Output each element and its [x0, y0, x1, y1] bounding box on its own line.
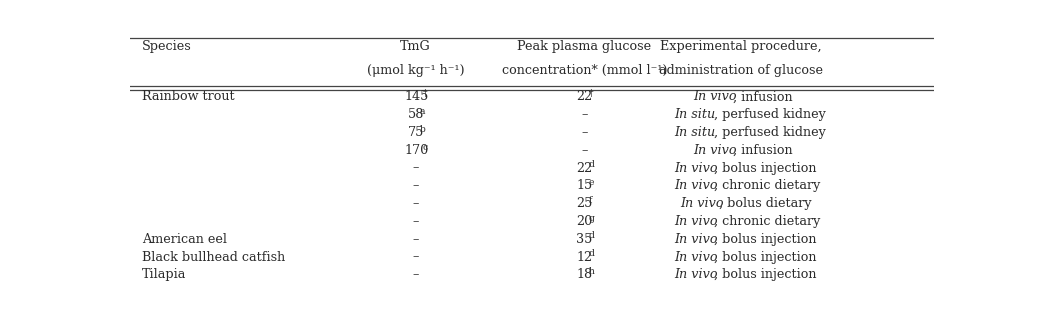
Text: , bolus injection: , bolus injection: [714, 233, 816, 246]
Text: In vivo: In vivo: [675, 162, 717, 175]
Text: d: d: [589, 160, 594, 169]
Text: , perfused kidney: , perfused kidney: [714, 108, 825, 121]
Text: –: –: [412, 197, 418, 210]
Text: b: b: [419, 125, 426, 134]
Text: –: –: [412, 215, 418, 228]
Text: g: g: [589, 214, 594, 223]
Text: In vivo: In vivo: [693, 144, 737, 157]
Text: f: f: [589, 196, 592, 205]
Text: 12: 12: [576, 250, 593, 264]
Text: d: d: [589, 232, 594, 241]
Text: In vivo: In vivo: [675, 268, 717, 281]
Text: In vivo: In vivo: [675, 233, 717, 246]
Text: †: †: [589, 89, 593, 98]
Text: c: c: [422, 143, 428, 152]
Text: e: e: [589, 178, 594, 187]
Text: , bolus injection: , bolus injection: [714, 250, 816, 264]
Text: , bolus injection: , bolus injection: [714, 268, 816, 281]
Text: , perfused kidney: , perfused kidney: [714, 126, 825, 139]
Text: 20: 20: [576, 215, 593, 228]
Text: 22: 22: [576, 91, 593, 104]
Text: 145: 145: [405, 91, 429, 104]
Text: In vivo: In vivo: [675, 250, 717, 264]
Text: 22: 22: [576, 162, 593, 175]
Text: , infusion: , infusion: [733, 144, 793, 157]
Text: 18: 18: [576, 268, 593, 281]
Text: , chronic dietary: , chronic dietary: [714, 215, 820, 228]
Text: American eel: American eel: [142, 233, 227, 246]
Text: Tilapia: Tilapia: [142, 268, 186, 281]
Text: In vivo: In vivo: [680, 197, 723, 210]
Text: In situ: In situ: [675, 126, 715, 139]
Text: , bolus dietary: , bolus dietary: [719, 197, 812, 210]
Text: In situ: In situ: [675, 108, 715, 121]
Text: –: –: [412, 162, 418, 175]
Text: 15: 15: [576, 179, 593, 193]
Text: –: –: [412, 250, 418, 264]
Text: 25: 25: [576, 197, 593, 210]
Text: Experimental procedure,: Experimental procedure,: [660, 40, 822, 53]
Text: Rainbow trout: Rainbow trout: [142, 91, 235, 104]
Text: –: –: [412, 179, 418, 193]
Text: , bolus injection: , bolus injection: [714, 162, 816, 175]
Text: Black bullhead catfish: Black bullhead catfish: [142, 250, 285, 264]
Text: d: d: [589, 249, 594, 258]
Text: Peak plasma glucose: Peak plasma glucose: [517, 40, 651, 53]
Text: concentration* (mmol l⁻¹): concentration* (mmol l⁻¹): [501, 64, 667, 77]
Text: 75: 75: [408, 126, 424, 139]
Text: †: †: [422, 89, 427, 98]
Text: –: –: [581, 126, 588, 139]
Text: (μmol kg⁻¹ h⁻¹): (μmol kg⁻¹ h⁻¹): [366, 64, 464, 77]
Text: –: –: [581, 144, 588, 157]
Text: a: a: [419, 107, 425, 116]
Text: In vivo: In vivo: [675, 215, 717, 228]
Text: h: h: [589, 267, 594, 276]
Text: –: –: [412, 233, 418, 246]
Text: –: –: [581, 108, 588, 121]
Text: TmG: TmG: [400, 40, 431, 53]
Text: In vivo: In vivo: [675, 179, 717, 193]
Text: , chronic dietary: , chronic dietary: [714, 179, 820, 193]
Text: , infusion: , infusion: [733, 91, 793, 104]
Text: –: –: [412, 268, 418, 281]
Text: 35: 35: [576, 233, 593, 246]
Text: administration of glucose: administration of glucose: [659, 64, 823, 77]
Text: 170: 170: [405, 144, 429, 157]
Text: 58: 58: [408, 108, 424, 121]
Text: Species: Species: [142, 40, 192, 53]
Text: In vivo: In vivo: [693, 91, 737, 104]
